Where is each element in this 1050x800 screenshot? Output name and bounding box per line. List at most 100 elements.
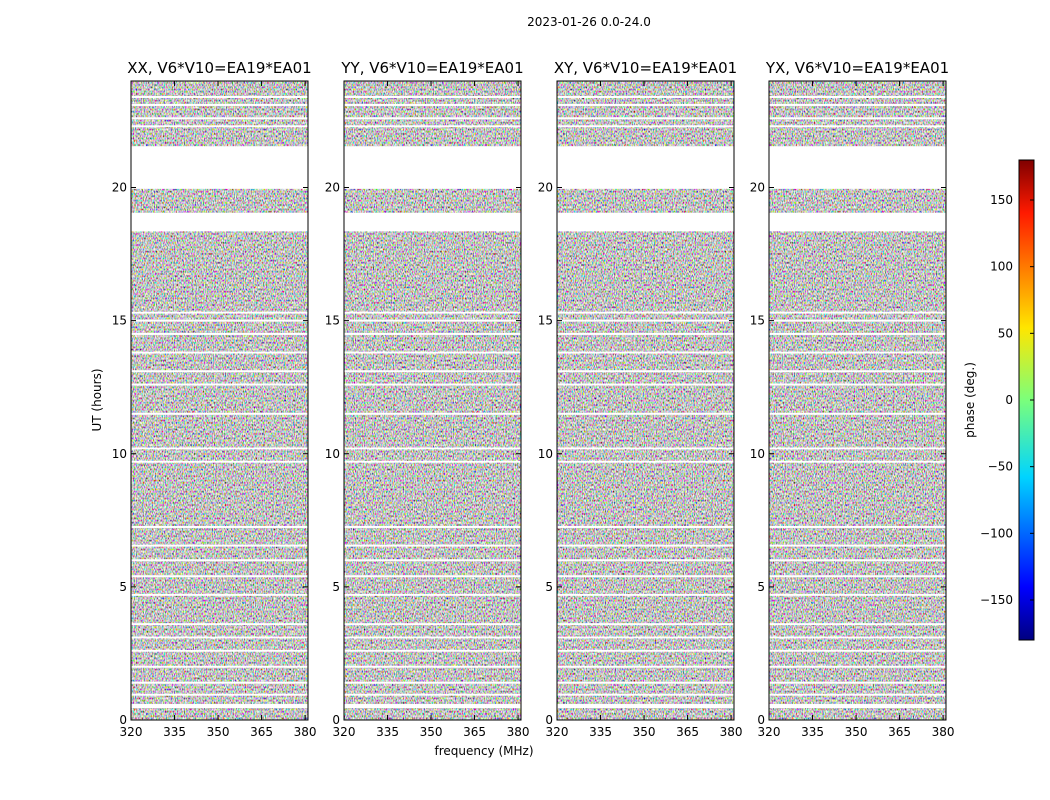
flag-line — [769, 460, 946, 463]
y-tick-label: 15 — [750, 314, 765, 328]
flag-line — [344, 544, 521, 547]
x-tick-label: 380 — [932, 725, 955, 739]
panel-title: XX, V6*V10=EA19*EA01 — [127, 59, 311, 77]
y-tick-label: 10 — [325, 447, 340, 461]
y-tick-label: 10 — [112, 447, 127, 461]
y-tick-label: 20 — [750, 181, 765, 195]
flag-line — [557, 103, 734, 106]
x-tick-label: 350 — [420, 725, 443, 739]
y-tick-label: 15 — [112, 314, 127, 328]
x-tick-label: 350 — [845, 725, 868, 739]
y-tick-label: 15 — [538, 314, 553, 328]
flag-line — [344, 103, 521, 106]
flag-line — [344, 95, 521, 98]
flag-line — [131, 351, 308, 354]
flag-line — [769, 623, 946, 626]
flag-line — [131, 693, 308, 696]
data-gap — [344, 212, 521, 232]
flag-line — [769, 593, 946, 596]
y-tick-label: 20 — [112, 181, 127, 195]
colorbar-tick-label: −150 — [980, 593, 1013, 607]
y-tick-label: 0 — [757, 713, 765, 727]
colorbar-tick-label: −50 — [988, 460, 1013, 474]
flag-line — [557, 370, 734, 373]
x-tick-label: 365 — [250, 725, 273, 739]
flag-line — [344, 649, 521, 652]
flag-line — [769, 544, 946, 547]
flag-line — [344, 125, 521, 128]
x-tick-label: 365 — [676, 725, 699, 739]
flag-line — [557, 559, 734, 562]
flag-line — [344, 575, 521, 578]
flag-line — [557, 544, 734, 547]
flag-line — [344, 447, 521, 450]
x-tick-label: 365 — [888, 725, 911, 739]
flag-line — [344, 681, 521, 684]
flag-line — [769, 351, 946, 354]
colorbar-ticks: −150 −100 −50 0 50 100 150 — [980, 193, 1034, 607]
y-tick-label: 10 — [750, 447, 765, 461]
flag-line — [344, 693, 521, 696]
flag-line — [131, 95, 308, 98]
data-gap — [557, 704, 734, 709]
flag-line — [557, 383, 734, 386]
flag-line — [344, 383, 521, 386]
x-tick-label: 380 — [720, 725, 743, 739]
x-tick-label: 380 — [507, 725, 530, 739]
flag-line — [557, 319, 734, 322]
flag-line — [131, 525, 308, 528]
flag-line — [557, 525, 734, 528]
flag-line — [769, 575, 946, 578]
flag-line — [131, 575, 308, 578]
x-tick-label: 335 — [801, 725, 824, 739]
flag-line — [344, 370, 521, 373]
y-tick-label: 5 — [757, 580, 765, 594]
flag-line — [769, 665, 946, 668]
flag-line — [131, 649, 308, 652]
x-tick-label: 380 — [294, 725, 317, 739]
data-gap — [769, 146, 946, 189]
x-tick-label: 335 — [589, 725, 612, 739]
flag-line — [769, 649, 946, 652]
flag-line — [131, 117, 308, 120]
flag-line — [344, 117, 521, 120]
flag-line — [557, 636, 734, 639]
colorbar-tick-label: 150 — [990, 193, 1013, 207]
flag-line — [131, 319, 308, 322]
data-gap — [557, 146, 734, 189]
colorbar-tick-label: 100 — [990, 260, 1013, 274]
flag-line — [344, 311, 521, 314]
flag-line — [557, 412, 734, 415]
flag-line — [131, 623, 308, 626]
flag-line — [131, 559, 308, 562]
y-tick-label: 20 — [325, 181, 340, 195]
flag-line — [131, 383, 308, 386]
axes-frame — [556, 80, 735, 721]
flag-line — [344, 559, 521, 562]
colorbar-tick-label: 50 — [998, 326, 1013, 340]
y-tick-label: 0 — [545, 713, 553, 727]
flag-line — [131, 370, 308, 373]
flag-line — [344, 525, 521, 528]
axes-frame — [768, 80, 947, 721]
flag-line — [557, 575, 734, 578]
flag-line — [131, 681, 308, 684]
flag-line — [769, 681, 946, 684]
flag-line — [344, 665, 521, 668]
flag-line — [557, 681, 734, 684]
panel-xy: XY, V6*V10=EA19*EA01 320 335 350 365 380 0 5 10 1… — [538, 59, 743, 739]
x-tick-label: 320 — [333, 725, 356, 739]
flag-line — [557, 351, 734, 354]
flag-line — [557, 593, 734, 596]
flag-line — [769, 559, 946, 562]
flag-line — [131, 311, 308, 314]
y-tick-label: 5 — [119, 580, 127, 594]
panel-title: YX, V6*V10=EA19*EA01 — [765, 59, 949, 77]
colorbar-tick-label: −100 — [980, 526, 1013, 540]
y-tick-label: 5 — [332, 580, 340, 594]
y-tick-label: 0 — [332, 713, 340, 727]
flag-line — [769, 370, 946, 373]
y-tick-label: 20 — [538, 181, 553, 195]
flag-line — [344, 332, 521, 335]
